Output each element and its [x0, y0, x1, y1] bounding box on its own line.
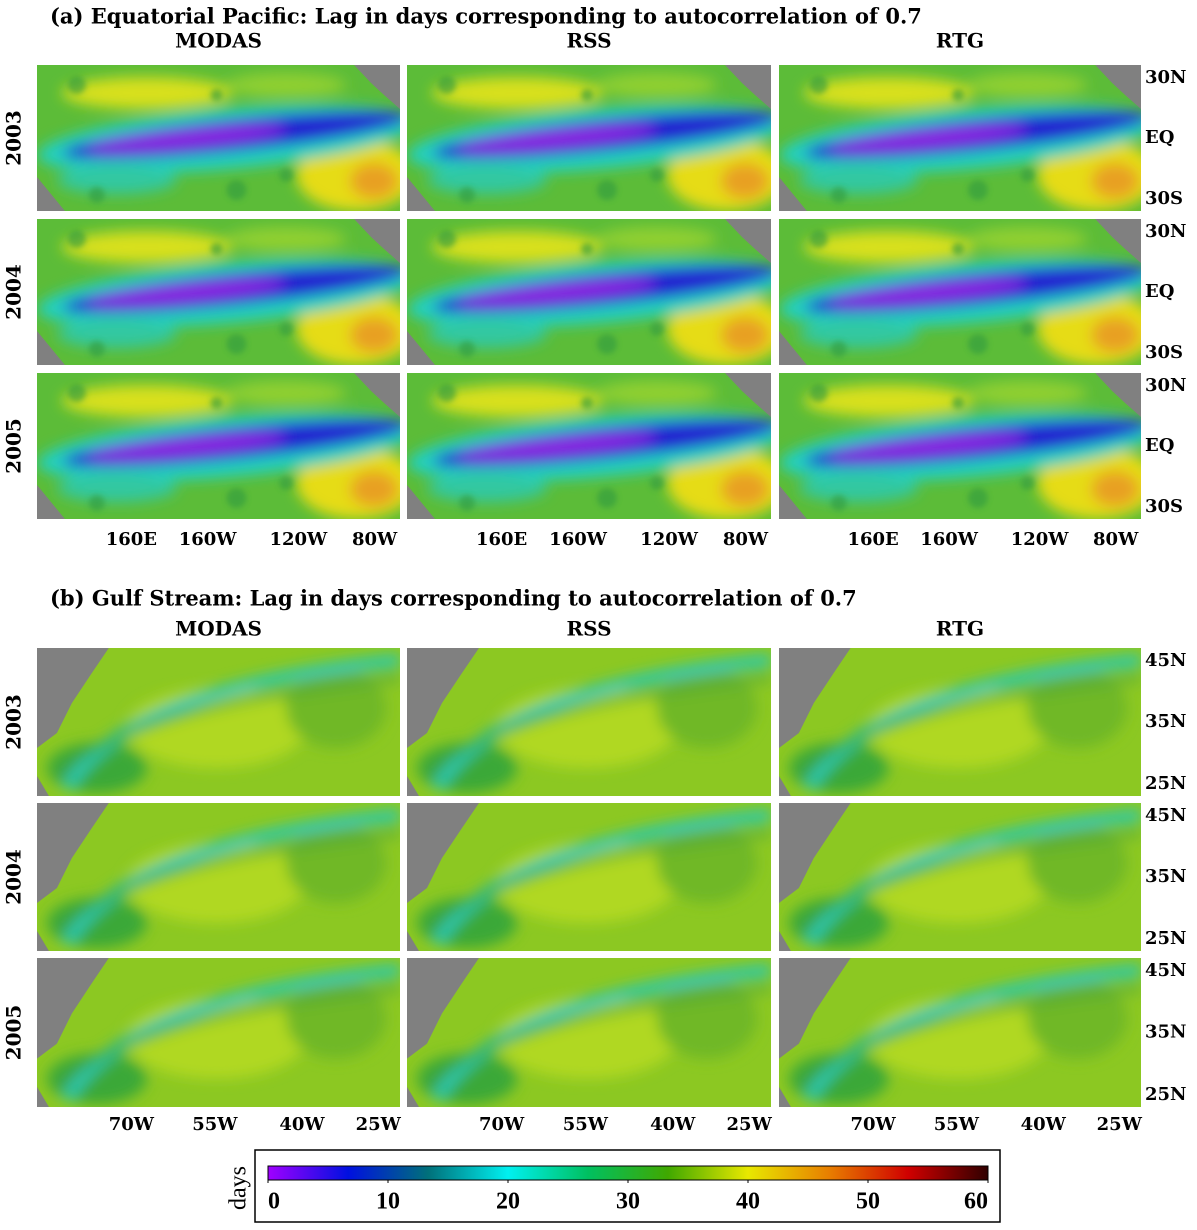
lon-label: 120W	[1011, 529, 1070, 550]
lon-label: 70W	[109, 1114, 155, 1135]
colorbar	[267, 1165, 989, 1181]
lat-label: 30N	[1145, 67, 1187, 88]
panel-title: (a) Equatorial Pacific: Lag in days corr…	[50, 4, 922, 29]
map-panel	[779, 958, 1141, 1107]
colorbar-tick-label: 40	[736, 1189, 760, 1215]
colorbar-tick-label: 20	[496, 1189, 520, 1215]
lon-label: 120W	[640, 529, 699, 550]
map-panel	[37, 648, 400, 796]
colorbar-tick-label: 0	[268, 1189, 280, 1215]
column-title: RSS	[566, 617, 611, 641]
lat-label: EQ	[1145, 281, 1174, 302]
panel-title: (b) Gulf Stream: Lag in days correspondi…	[50, 586, 857, 611]
lat-label: 30N	[1145, 375, 1187, 396]
lat-label: 25N	[1145, 773, 1187, 794]
map-panel	[35, 373, 418, 519]
map-panel	[407, 648, 771, 796]
lon-label: 160E	[847, 529, 898, 550]
lon-label: 160E	[476, 529, 527, 550]
map-panel	[777, 65, 1159, 211]
lat-label: 30S	[1145, 342, 1183, 363]
lat-label: 35N	[1145, 866, 1187, 887]
lon-label: 25W	[727, 1114, 773, 1135]
lon-label: 40W	[650, 1114, 696, 1135]
colorbar-tick-label: 30	[616, 1189, 640, 1215]
map-panel	[37, 803, 400, 951]
lon-label: 55W	[192, 1114, 238, 1135]
row-label: 2005	[2, 1005, 26, 1061]
lon-label: 160E	[106, 529, 157, 550]
row-label: 2003	[2, 694, 26, 750]
map-panel	[405, 219, 789, 365]
row-label: 2003	[2, 110, 26, 166]
lon-label: 40W	[279, 1114, 325, 1135]
lat-label: 35N	[1145, 711, 1187, 732]
lat-label: 30N	[1145, 221, 1187, 242]
colorbar-tick-label: 50	[856, 1189, 880, 1215]
map-panel	[35, 219, 418, 365]
row-label: 2004	[2, 849, 26, 905]
lon-label: 80W	[723, 529, 769, 550]
map-panel	[35, 65, 418, 211]
lon-label: 160W	[179, 529, 238, 550]
lat-label: EQ	[1145, 127, 1174, 148]
lat-label: 45N	[1145, 960, 1187, 981]
lat-label: 45N	[1145, 650, 1187, 671]
lon-label: 160W	[920, 529, 979, 550]
map-panel	[407, 958, 771, 1107]
map-panel	[405, 65, 789, 211]
map-panel	[37, 958, 400, 1107]
column-title: RTG	[936, 29, 984, 53]
row-label: 2005	[2, 418, 26, 474]
colorbar-tick-label: 10	[376, 1189, 400, 1215]
lat-label: 30S	[1145, 496, 1183, 517]
column-title: MODAS	[175, 617, 262, 641]
column-title: MODAS	[175, 29, 262, 53]
map-panel	[779, 648, 1141, 796]
map-panel	[779, 803, 1141, 951]
row-label: 2004	[2, 264, 26, 320]
lat-label: 25N	[1145, 1084, 1187, 1105]
lon-label: 70W	[850, 1114, 896, 1135]
lon-label: 80W	[352, 529, 398, 550]
lat-label: 45N	[1145, 805, 1187, 826]
lat-label: 30S	[1145, 188, 1183, 209]
colorbar-label: days	[226, 1166, 252, 1210]
lon-label: 160W	[549, 529, 608, 550]
lon-label: 55W	[563, 1114, 609, 1135]
lat-label: EQ	[1145, 435, 1174, 456]
lat-label: 35N	[1145, 1022, 1187, 1043]
map-panel	[777, 219, 1159, 365]
map-panel	[777, 373, 1159, 519]
lon-label: 25W	[356, 1114, 402, 1135]
lon-label: 25W	[1097, 1114, 1143, 1135]
lon-label: 70W	[479, 1114, 525, 1135]
colorbar-tick-label: 60	[964, 1189, 988, 1215]
map-panel	[405, 373, 789, 519]
map-panel	[407, 803, 771, 951]
lat-label: 25N	[1145, 928, 1187, 949]
lon-label: 80W	[1093, 529, 1139, 550]
lon-label: 40W	[1021, 1114, 1067, 1135]
column-title: RTG	[936, 617, 984, 641]
lon-label: 55W	[934, 1114, 980, 1135]
lon-label: 120W	[269, 529, 328, 550]
colorbar-frame	[254, 1149, 1001, 1223]
column-title: RSS	[566, 29, 611, 53]
